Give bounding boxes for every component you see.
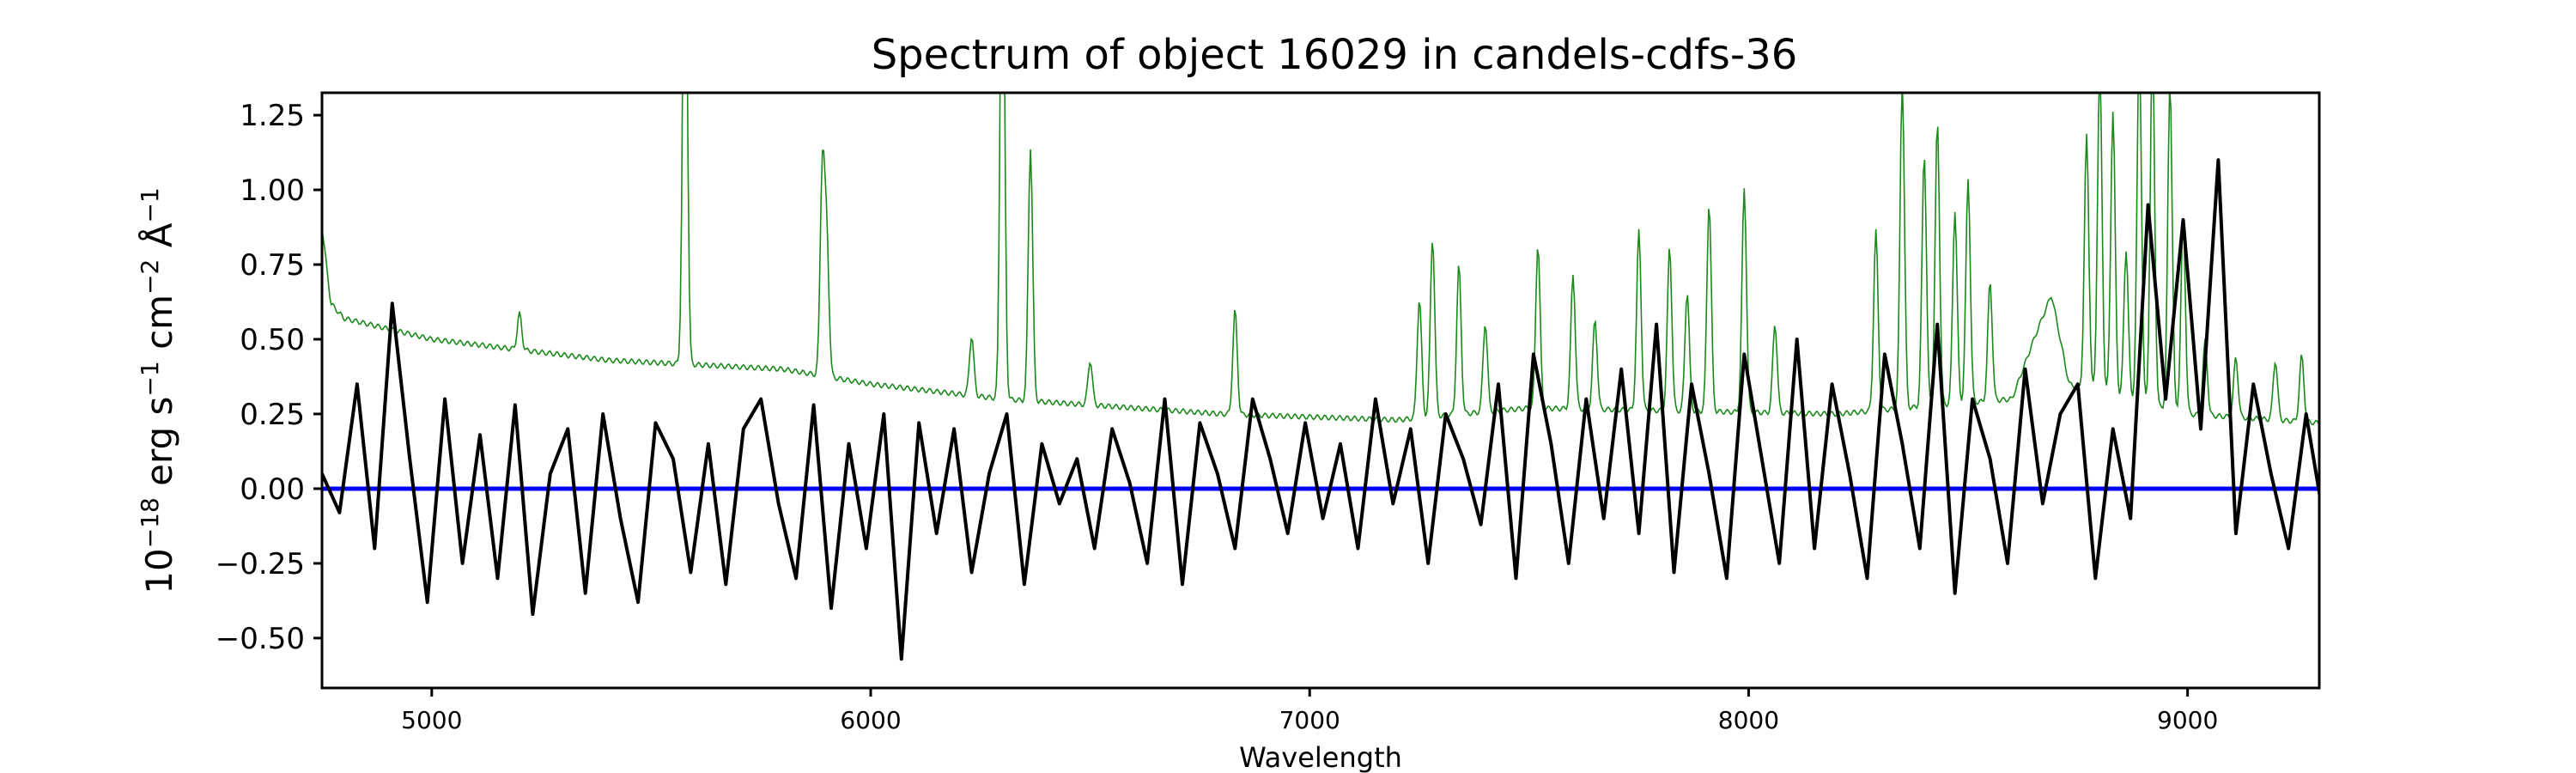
flux-line [322, 158, 2319, 661]
axes-frame [320, 91, 2321, 690]
chart-title: Spectrum of object 16029 in candels-cdfs… [872, 31, 1798, 79]
x-axis: 5000 6000 7000 8000 9000 [401, 688, 2218, 734]
y-axis-label: 10−18 erg s−1 cm−2 Å−1 [136, 187, 180, 593]
y-tick-label: 0.50 [240, 323, 305, 357]
y-axis: −0.50 −0.25 0.00 0.25 0.50 0.75 1.00 1.25 [216, 99, 322, 656]
x-tick-label: 9000 [2157, 706, 2218, 734]
y-tick-label: 0.75 [240, 248, 305, 283]
contamination-line [322, 93, 2319, 426]
x-axis-label: Wavelength [1239, 741, 1402, 773]
x-tick-label: 6000 [840, 706, 901, 734]
y-tick-label: −0.50 [216, 622, 305, 656]
y-tick-label: 0.00 [240, 472, 305, 507]
y-tick-label: 0.25 [240, 398, 305, 432]
x-tick-label: 5000 [401, 706, 462, 734]
y-tick-label: −0.25 [216, 547, 305, 581]
x-tick-label: 8000 [1718, 706, 1779, 734]
x-tick-label: 7000 [1279, 706, 1340, 734]
y-tick-label: 1.00 [240, 173, 305, 208]
plot-area [322, 93, 2319, 661]
y-tick-label: 1.25 [240, 99, 305, 133]
